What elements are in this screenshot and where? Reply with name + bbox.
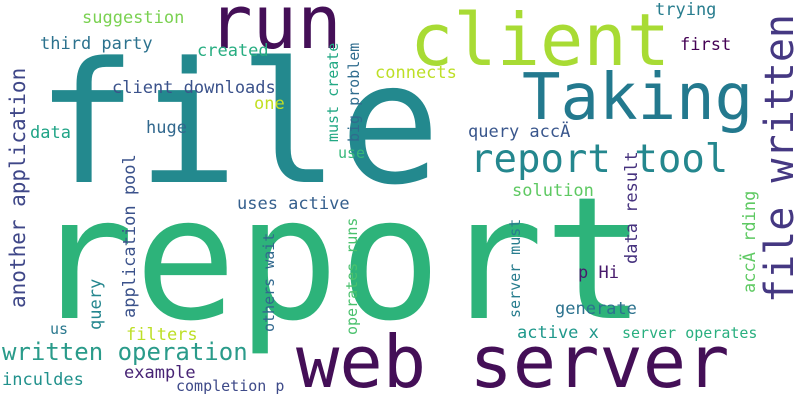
word-query-acca: query accÄ	[468, 122, 571, 142]
word-trying: trying	[655, 0, 717, 20]
word-solution: solution	[512, 181, 594, 201]
word-report: report	[32, 161, 647, 359]
word-us: us	[50, 320, 69, 338]
word-operates-runs: operates runs	[343, 217, 361, 335]
word-first: first	[680, 35, 732, 55]
word-suggestion: suggestion	[82, 8, 185, 28]
word-one: one	[254, 94, 285, 114]
word-generate: generate	[555, 299, 637, 319]
word-uses-active: uses active	[237, 194, 350, 214]
word-file: file	[36, 26, 441, 222]
word-completion-p: completion p	[176, 377, 285, 395]
word-query: query	[86, 278, 106, 330]
word-written-operation: written operation	[2, 338, 248, 366]
word-others-wait: others wait	[260, 232, 278, 332]
word-accarding: accÄ rding	[740, 190, 760, 293]
word-web-server: web server	[296, 320, 730, 400]
word-client-downloads: client downloads	[112, 78, 276, 98]
word-data: data	[30, 123, 71, 143]
word-p-hi: p Hi	[578, 263, 619, 283]
word-connects: connects	[375, 63, 457, 83]
word-filters: filters	[126, 325, 198, 345]
word-server-operates: server operates	[622, 324, 758, 342]
word-report-tool: report tool	[470, 137, 729, 182]
word-client: client	[410, 0, 671, 82]
word-inculdes: inculdes	[2, 370, 84, 390]
word-big-problem: big problem	[345, 42, 363, 142]
word-server-must: server must	[506, 218, 524, 318]
word-created: created	[197, 41, 269, 61]
word-application-pool: application pool	[120, 154, 140, 318]
word-data-result: data result	[622, 151, 642, 264]
word-another-application: another application	[6, 67, 30, 308]
word-huge: huge	[146, 118, 187, 138]
word-file-written: file written	[757, 14, 800, 303]
word-use: use	[338, 144, 366, 162]
word-must-create: must create	[324, 42, 342, 142]
word-third-party: third party	[40, 34, 153, 54]
word-active-x: active x	[517, 323, 599, 343]
word-taking: Taking	[522, 61, 754, 135]
word-example: example	[124, 363, 196, 383]
word-run: run	[208, 0, 342, 66]
